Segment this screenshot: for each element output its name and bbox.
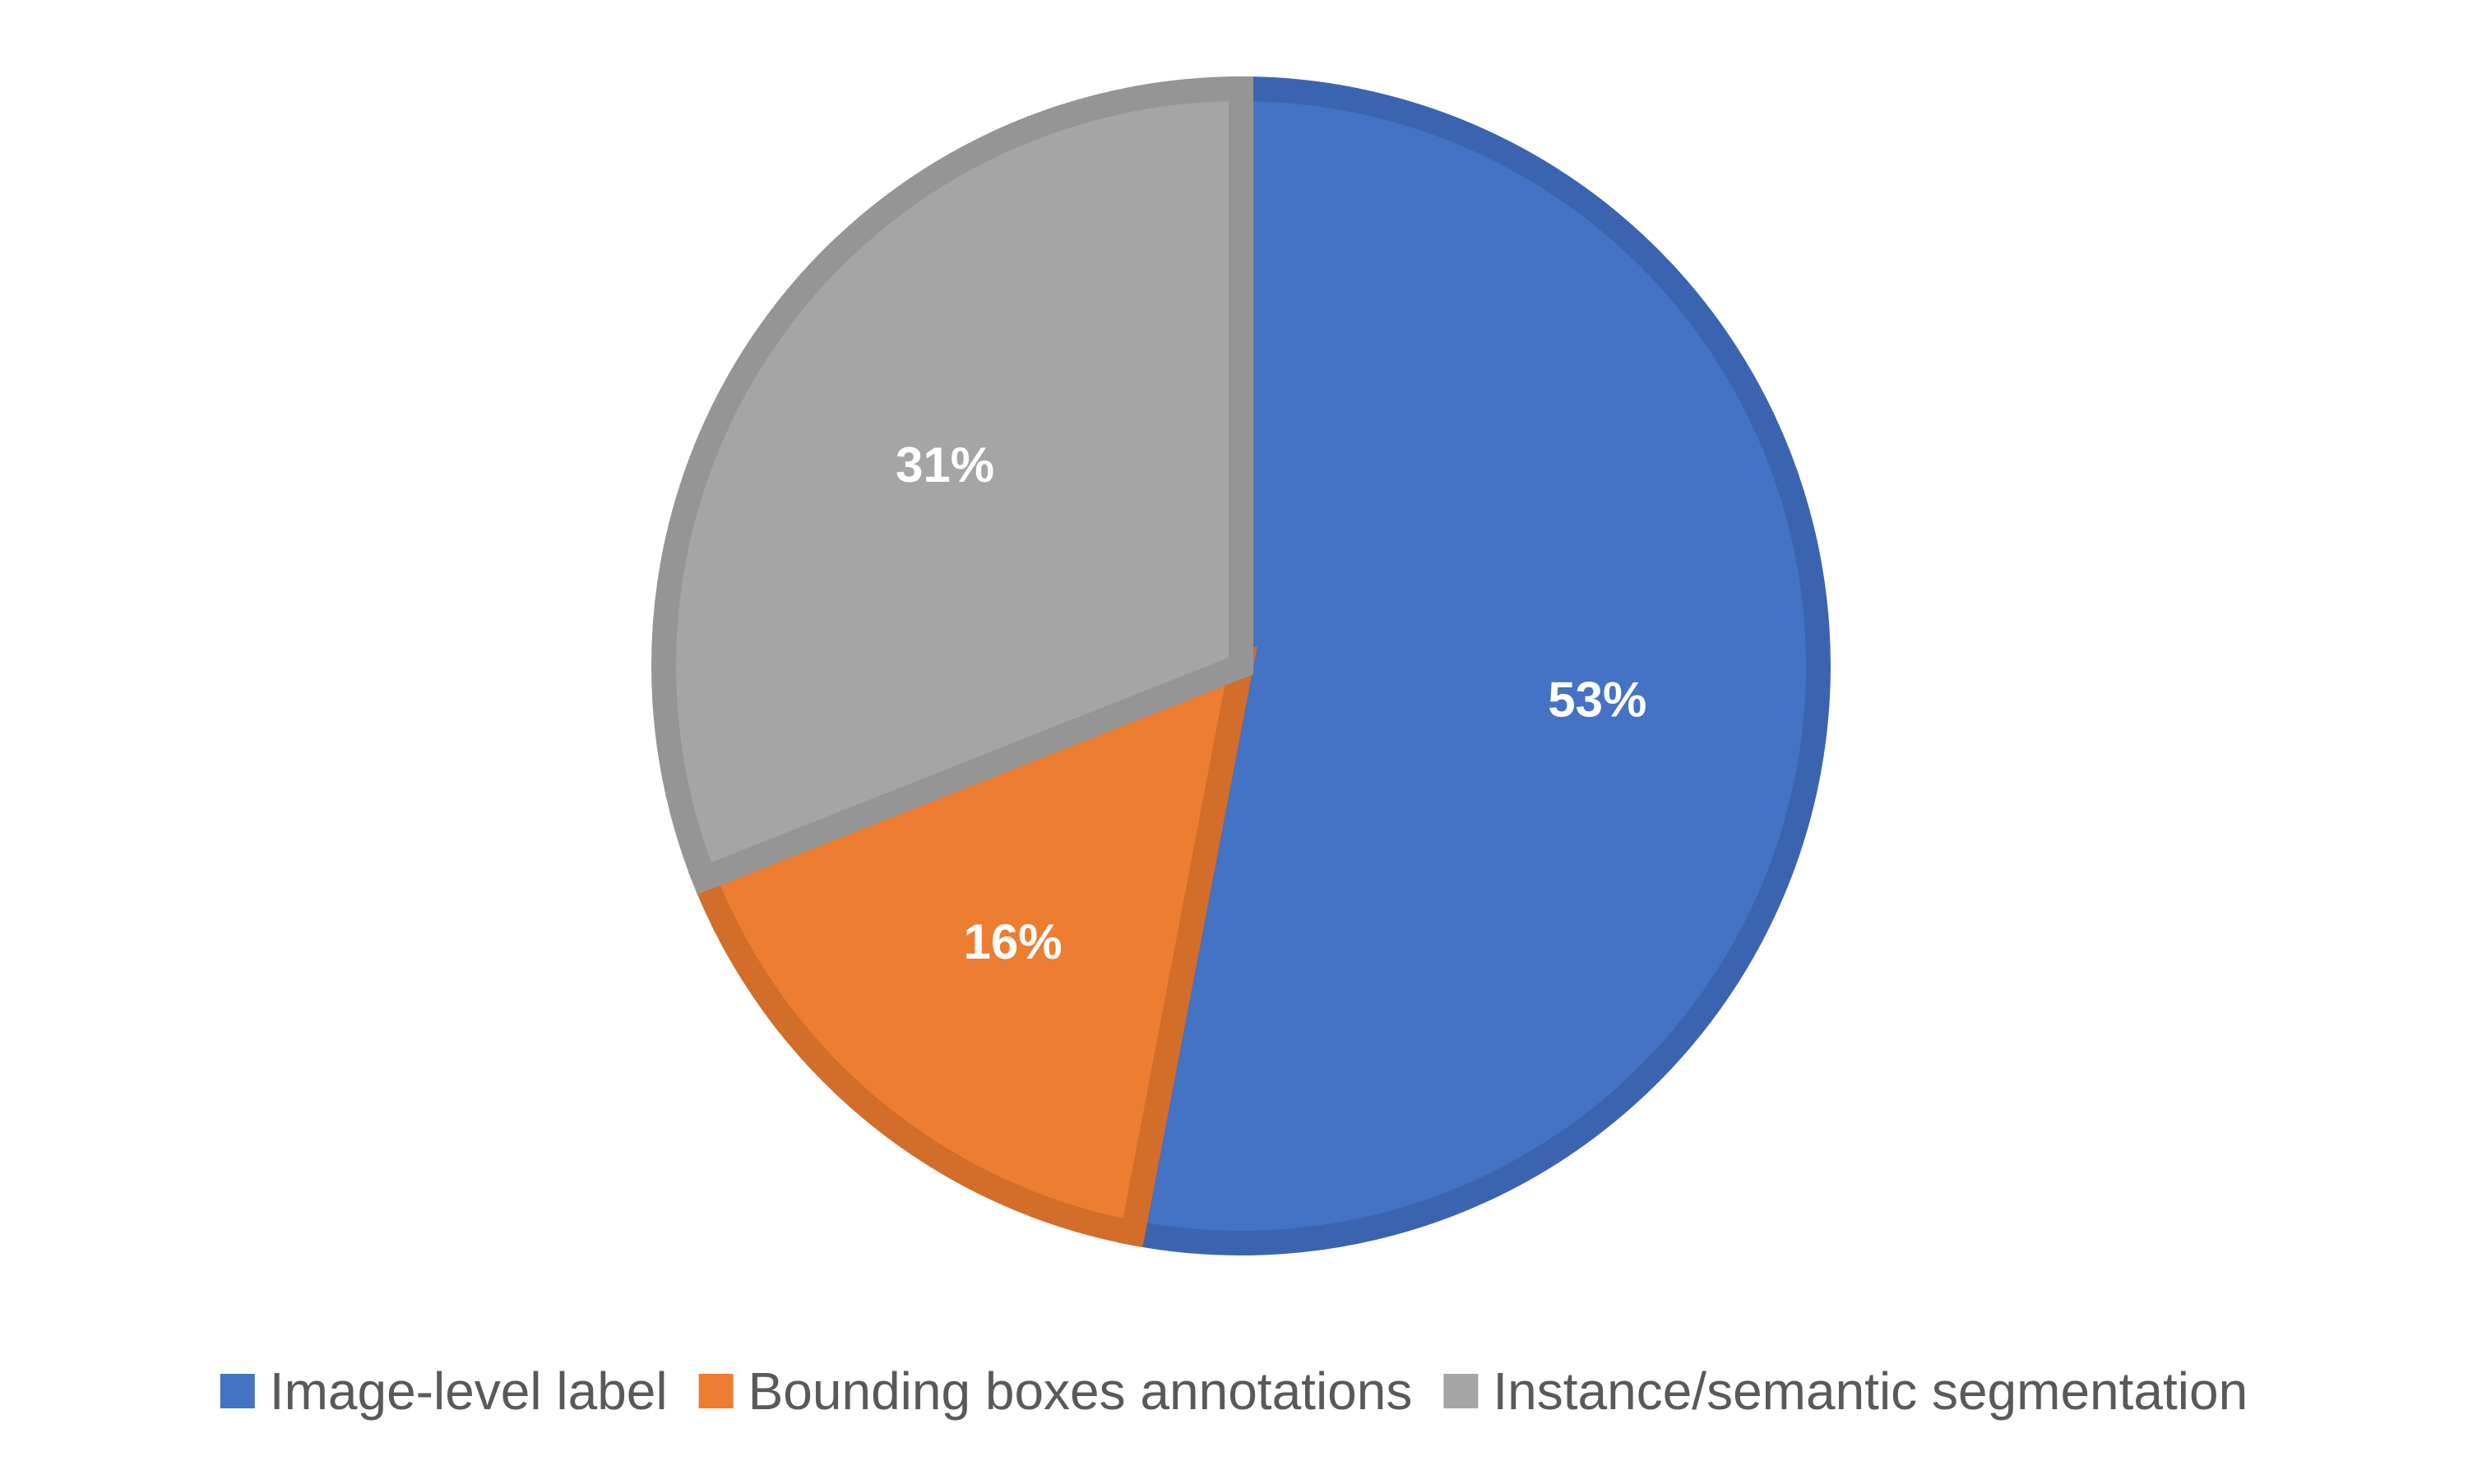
pie-slice-image-level-label [1118,76,1831,1255]
legend-swatch-bounding-boxes-annotations [698,1374,734,1408]
legend-item-instance-semantic-segmentation: Instance/semantic segmentation [1443,1361,2248,1421]
slices-layer [651,76,1831,1255]
legend-label-bounding-boxes-annotations: Bounding boxes annotations [748,1361,1413,1421]
data-label-image-level-label: 53% [1548,672,1646,727]
legend-swatch-instance-semantic-segmentation [1443,1374,1479,1408]
legend-label-instance-semantic-segmentation: Instance/semantic segmentation [1493,1361,2248,1421]
data-labels-layer: 53% 16% 31% [896,437,1646,969]
legend-swatch-image-level-label [220,1374,255,1408]
legend-item-bounding-boxes-annotations: Bounding boxes annotations [698,1361,1413,1421]
data-label-bounding-boxes-annotations: 16% [964,914,1063,969]
pie-slice-instance-semantic-segmentation [651,76,1253,895]
legend-label-image-level-label: Image-level label [270,1361,668,1421]
data-label-instance-semantic-segmentation: 31% [896,437,994,492]
legend: Image-level label Bounding boxes annotati… [220,1361,2248,1421]
pie-slice-bounding-boxes-annotations [688,646,1257,1248]
legend-item-image-level-label: Image-level label [220,1361,668,1421]
